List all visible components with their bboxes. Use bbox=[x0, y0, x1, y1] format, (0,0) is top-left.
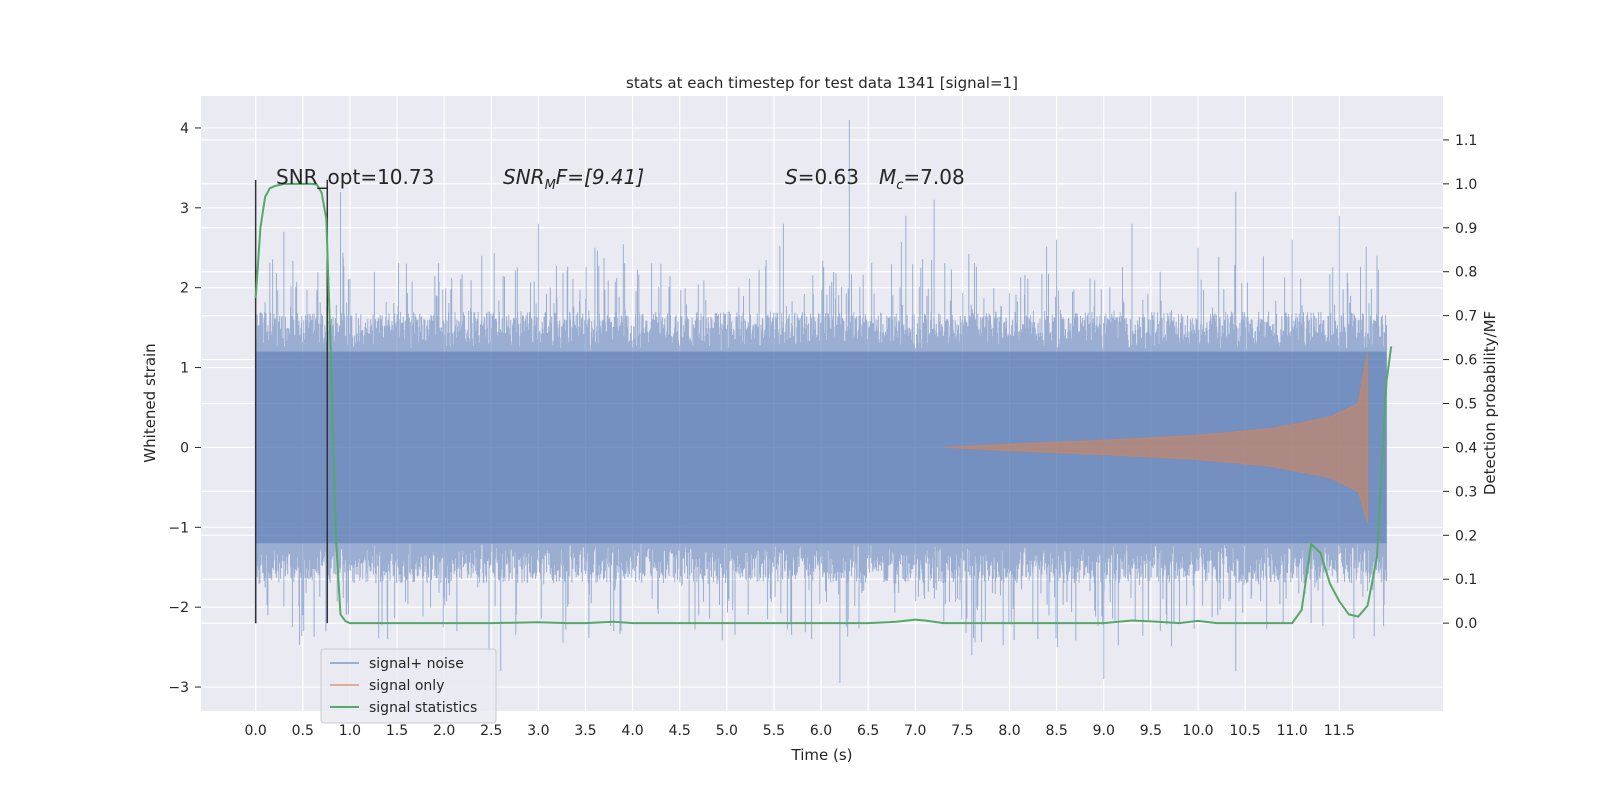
x-tick-label: 2.0 bbox=[433, 723, 455, 739]
x-axis-label: Time (s) bbox=[791, 746, 853, 764]
y-right-tick-label: 1.0 bbox=[1455, 177, 1477, 193]
y-axis-label: Whitened strain bbox=[141, 343, 159, 462]
x-tick-label: 4.5 bbox=[669, 723, 691, 739]
annotation-mc-sub: c bbox=[896, 178, 903, 193]
series-signal-only bbox=[943, 351, 1369, 524]
x-tick-label: 6.0 bbox=[810, 723, 832, 739]
x-tick-label: 9.0 bbox=[1093, 723, 1115, 739]
x-axis-ticks: 0.0 0.5 1.0 1.5 2.0 2.5 3.0 3.5 4.0 4.5 5.0 5.5 6.0 6… bbox=[245, 723, 1355, 739]
legend-box bbox=[320, 648, 497, 724]
y-axis-ticks: −3 −2 −1 0 1 2 3 4 bbox=[168, 121, 201, 696]
y-right-tick-label: 0.7 bbox=[1455, 309, 1477, 325]
x-tick-label: 1.5 bbox=[386, 723, 408, 739]
annotation-mc-label: M bbox=[879, 165, 896, 189]
annotation-snr-mf-sub: M bbox=[545, 178, 556, 193]
y-tick-label: 3 bbox=[180, 201, 189, 217]
y-right-tick-label: 0.4 bbox=[1455, 440, 1477, 456]
y-tick-label: 2 bbox=[180, 281, 189, 297]
y-tick-label: −2 bbox=[168, 600, 189, 616]
annotation-s-label: S bbox=[785, 165, 798, 189]
x-tick-label: 5.5 bbox=[763, 723, 785, 739]
chirp-envelope bbox=[943, 351, 1369, 524]
y-right-tick-label: 0.2 bbox=[1455, 528, 1477, 544]
annotation-snr-mf-label: SNR bbox=[503, 165, 545, 189]
y-right-tick-label: 0.0 bbox=[1455, 616, 1477, 632]
x-tick-label: 7.5 bbox=[951, 723, 973, 739]
y-tick-label: 1 bbox=[180, 361, 189, 377]
y-right-tick-label: 1.1 bbox=[1455, 133, 1477, 149]
x-tick-label: 10.0 bbox=[1182, 723, 1213, 739]
x-tick-label: 2.5 bbox=[480, 723, 502, 739]
y-right-tick-label: 0.5 bbox=[1455, 397, 1477, 413]
y-right-tick-label: 0.9 bbox=[1455, 221, 1477, 237]
x-tick-label: 7.0 bbox=[904, 723, 926, 739]
x-tick-label: 0.0 bbox=[245, 723, 267, 739]
x-tick-label: 3.5 bbox=[574, 723, 596, 739]
x-tick-label: 9.5 bbox=[1140, 723, 1162, 739]
x-tick-label: 1.0 bbox=[339, 723, 361, 739]
annotation-mc-value: =7.08 bbox=[903, 165, 964, 189]
x-tick-label: 0.5 bbox=[292, 723, 314, 739]
y-right-tick-label: 0.8 bbox=[1455, 265, 1477, 281]
annotation-s: S=0.63 bbox=[785, 165, 859, 189]
x-tick-label: 8.5 bbox=[1046, 723, 1068, 739]
series-signal-statistics bbox=[254, 182, 1393, 625]
annotation-snr-mf: SNRMF=[9.41] bbox=[503, 165, 644, 193]
legend: signal+ noise signal only signal statist… bbox=[320, 648, 497, 724]
y-tick-label: −1 bbox=[168, 520, 189, 536]
y-tick-label: −3 bbox=[168, 680, 189, 696]
stats-line bbox=[254, 182, 1393, 625]
x-tick-label: 3.0 bbox=[527, 723, 549, 739]
x-tick-label: 6.5 bbox=[857, 723, 879, 739]
annotation-snr-opt: SNR_opt=10.73 bbox=[276, 165, 434, 189]
y-tick-label: 4 bbox=[180, 121, 189, 137]
chart-title: stats at each timestep for test data 134… bbox=[626, 74, 1018, 92]
x-tick-label: 4.0 bbox=[621, 723, 643, 739]
y-right-tick-label: 0.6 bbox=[1455, 353, 1477, 369]
x-tick-label: 8.0 bbox=[998, 723, 1020, 739]
legend-label-signal-noise: signal+ noise bbox=[369, 656, 464, 672]
x-tick-label: 10.5 bbox=[1230, 723, 1261, 739]
y-right-axis-ticks: 0.0 0.1 0.2 0.3 0.4 0.5 0.6 0.7 0.8 0.9 1.0 1.1 bbox=[1443, 133, 1477, 632]
x-tick-label: 11.0 bbox=[1277, 723, 1308, 739]
legend-label-signal-statistics: signal statistics bbox=[369, 700, 477, 716]
annotation-snr-mf-rest: F=[9.41] bbox=[556, 165, 644, 189]
y-right-tick-label: 0.1 bbox=[1455, 572, 1477, 588]
legend-label-signal-only: signal only bbox=[369, 678, 444, 694]
y-tick-label: 0 bbox=[180, 440, 189, 456]
x-tick-label: 5.0 bbox=[716, 723, 738, 739]
annotation-mc: Mc=7.08 bbox=[879, 165, 965, 193]
y-right-axis-label: Detection probability/MF bbox=[1481, 311, 1499, 495]
y-right-tick-label: 0.3 bbox=[1455, 484, 1477, 500]
annotation-s-value: =0.63 bbox=[798, 165, 859, 189]
x-tick-label: 11.5 bbox=[1324, 723, 1355, 739]
